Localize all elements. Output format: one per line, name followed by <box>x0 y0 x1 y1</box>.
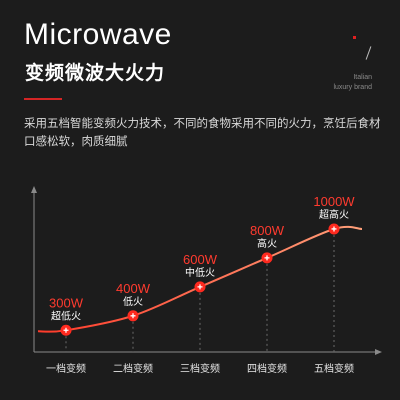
category-labels: 一档变频 二档变频 三档变频 四档变频 五档变频 <box>46 362 354 375</box>
x-tick-label: 一档变频 <box>46 362 86 375</box>
description-text: 采用五档智能变频火力技术，不同的食物采用不同的火力，烹饪后食材口感松软，肉质细腻 <box>24 116 381 148</box>
point-label: 高火 <box>257 237 277 250</box>
data-label: 1000W <box>313 194 355 209</box>
brand-tagline: Italian luxury brand <box>333 73 372 93</box>
point-label: 中低火 <box>185 266 215 279</box>
data-label: 800W <box>250 223 285 238</box>
point-label: 低火 <box>123 295 143 308</box>
page-title: Microwave <box>24 18 172 51</box>
point-label: 超低火 <box>51 309 81 322</box>
chart-axes <box>31 186 382 355</box>
plus-icon <box>264 255 270 261</box>
series-line <box>37 225 363 333</box>
plus-icon <box>331 226 337 232</box>
x-tick-label: 三档变频 <box>180 362 220 375</box>
data-label: 400W <box>116 281 151 296</box>
y-axis-arrow-icon <box>31 186 37 193</box>
brand-line-1: Italian <box>353 74 372 81</box>
red-divider <box>24 98 62 100</box>
plus-icon <box>130 313 136 319</box>
plus-icon <box>63 327 69 333</box>
brand-line-2: luxury brand <box>333 84 372 91</box>
data-label: 300W <box>49 295 84 310</box>
x-tick-label: 五档变频 <box>314 362 354 375</box>
plus-icon <box>197 284 203 290</box>
point-label: 超高火 <box>319 208 349 221</box>
drop-lines <box>65 234 335 352</box>
data-label: 600W <box>183 252 218 267</box>
x-tick-label: 二档变频 <box>113 362 153 375</box>
page-subtitle: 变频微波大火力 <box>25 62 166 84</box>
x-tick-label: 四档变频 <box>247 362 287 375</box>
accent-dot <box>353 36 356 39</box>
x-axis-arrow-icon <box>375 349 382 355</box>
